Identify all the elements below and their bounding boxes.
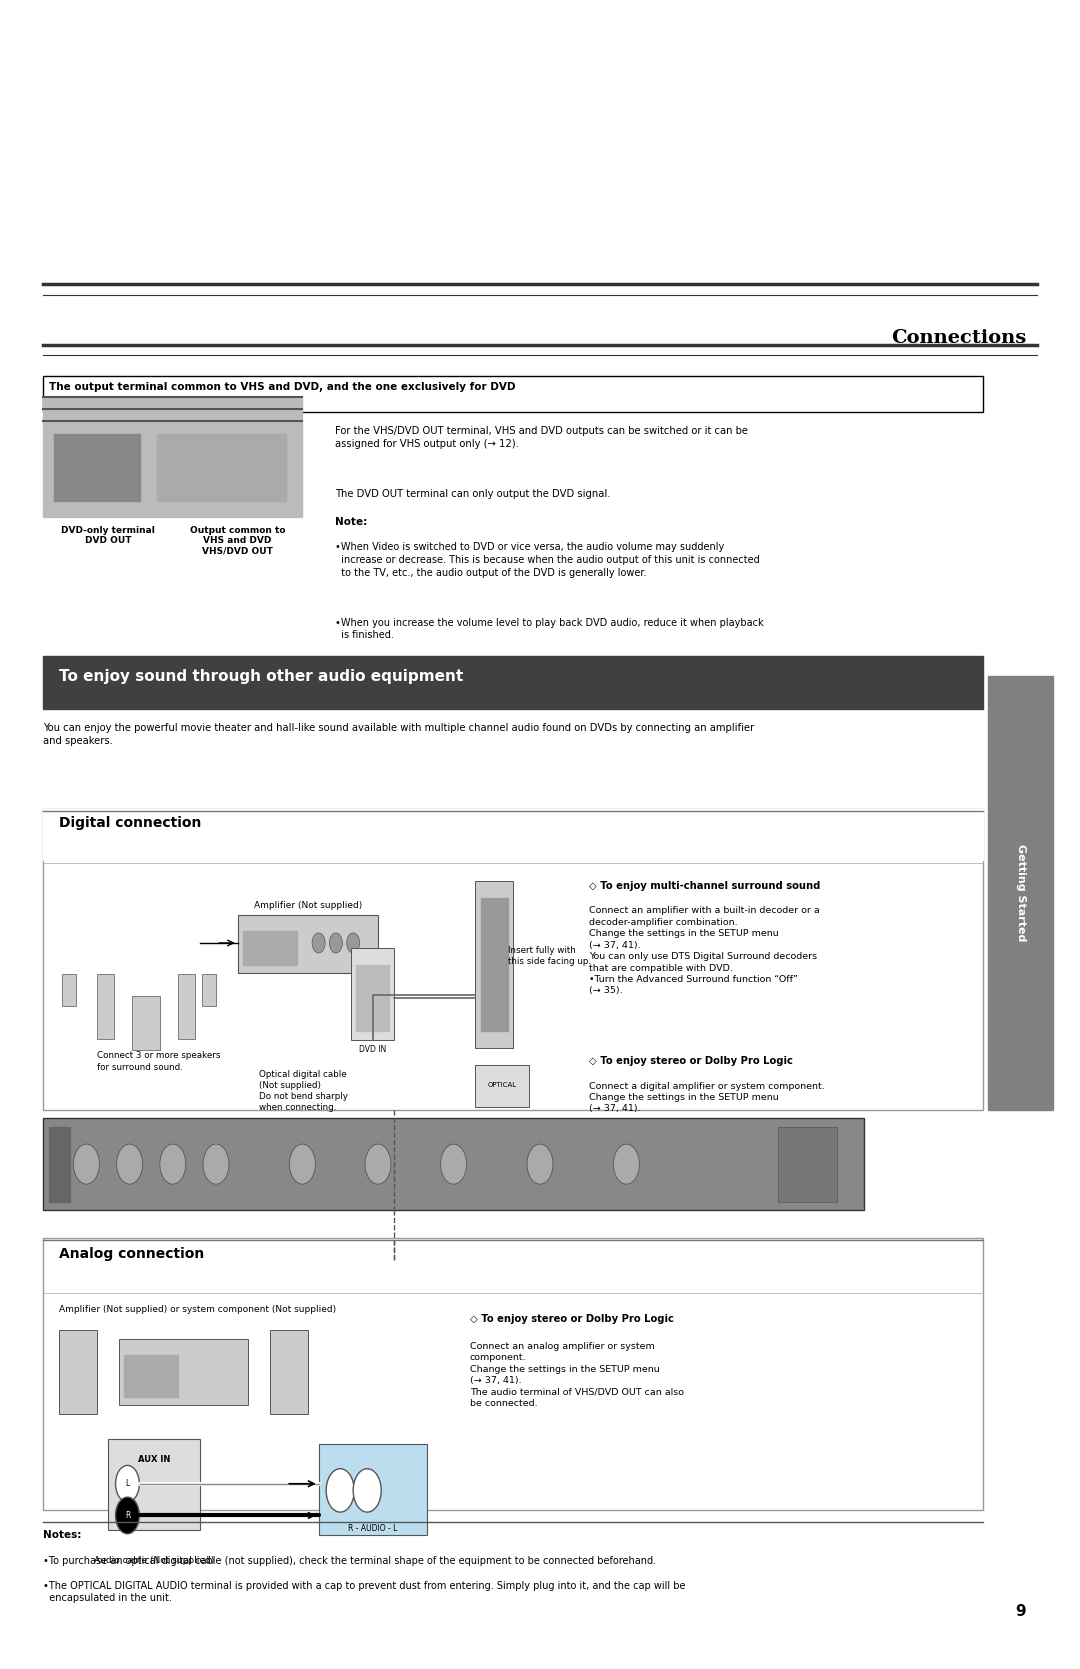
Text: Connect 3 or more speakers
for surround sound.: Connect 3 or more speakers for surround … — [97, 1051, 220, 1071]
Circle shape — [527, 1145, 553, 1185]
FancyBboxPatch shape — [43, 1238, 983, 1510]
Circle shape — [73, 1145, 99, 1185]
Bar — [124, 1355, 178, 1397]
Bar — [59, 1330, 97, 1414]
Text: Connect an analog amplifier or system
component.
Change the settings in the SETU: Connect an analog amplifier or system co… — [470, 1342, 684, 1409]
Text: Notes:: Notes: — [43, 1530, 82, 1540]
Text: OPTICAL: OPTICAL — [488, 1082, 516, 1088]
FancyBboxPatch shape — [43, 376, 983, 412]
Bar — [778, 1127, 837, 1202]
Text: Analog connection: Analog connection — [59, 1247, 204, 1260]
Text: ◇ To enjoy stereo or Dolby Pro Logic: ◇ To enjoy stereo or Dolby Pro Logic — [470, 1314, 674, 1324]
Text: •The OPTICAL DIGITAL AUDIO terminal is provided with a cap to prevent dust from : •The OPTICAL DIGITAL AUDIO terminal is p… — [43, 1581, 686, 1604]
Text: Connect an amplifier with a built-in decoder or a
decoder-amplifier combination.: Connect an amplifier with a built-in dec… — [589, 906, 820, 995]
Circle shape — [203, 1145, 229, 1185]
Circle shape — [347, 933, 360, 953]
Circle shape — [441, 1145, 467, 1185]
Bar — [43, 656, 983, 709]
Circle shape — [329, 933, 342, 953]
Bar — [43, 1118, 864, 1210]
Text: DVD IN: DVD IN — [359, 1045, 387, 1053]
Circle shape — [353, 1469, 381, 1512]
Bar — [475, 881, 513, 1048]
Text: ◇ To enjoy stereo or Dolby Pro Logic: ◇ To enjoy stereo or Dolby Pro Logic — [589, 1056, 793, 1066]
Bar — [97, 973, 113, 1038]
Text: The DVD OUT terminal can only output the DVD signal.: The DVD OUT terminal can only output the… — [335, 489, 610, 499]
Bar — [319, 1444, 427, 1535]
Text: Amplifier (Not supplied): Amplifier (Not supplied) — [254, 901, 362, 910]
Text: Output common to
VHS and DVD
VHS/DVD OUT: Output common to VHS and DVD VHS/DVD OUT — [190, 526, 285, 556]
Text: Audio cable (Not supplied): Audio cable (Not supplied) — [94, 1556, 214, 1564]
Bar — [988, 676, 1053, 1110]
Circle shape — [116, 1465, 139, 1502]
Text: 9: 9 — [1015, 1604, 1026, 1619]
Bar — [351, 948, 394, 1040]
Text: Amplifier (Not supplied) or system component (Not supplied): Amplifier (Not supplied) or system compo… — [59, 1305, 337, 1314]
Bar — [243, 931, 297, 965]
Bar — [119, 1339, 248, 1405]
Circle shape — [312, 933, 325, 953]
Bar — [178, 973, 194, 1038]
Circle shape — [116, 1497, 139, 1534]
Text: R: R — [125, 1510, 130, 1520]
Text: L: L — [125, 1479, 130, 1489]
Bar — [238, 915, 378, 973]
Bar — [43, 397, 302, 517]
Text: R - AUDIO - L: R - AUDIO - L — [348, 1524, 397, 1532]
Text: Connect a digital amplifier or system component.
Change the settings in the SETU: Connect a digital amplifier or system co… — [589, 1082, 824, 1113]
Circle shape — [289, 1145, 315, 1185]
Text: The output terminal common to VHS and DVD, and the one exclusively for DVD: The output terminal common to VHS and DV… — [49, 382, 515, 392]
Circle shape — [365, 1145, 391, 1185]
Text: Note:: Note: — [335, 517, 367, 527]
Text: •When Video is switched to DVD or vice versa, the audio volume may suddenly
  in: •When Video is switched to DVD or vice v… — [335, 542, 759, 577]
Bar — [202, 973, 216, 1006]
Bar — [157, 434, 286, 501]
Bar — [132, 995, 160, 1050]
Text: Optical digital cable
(Not supplied)
Do not bend sharply
when connecting.: Optical digital cable (Not supplied) Do … — [259, 1070, 348, 1112]
Bar — [43, 809, 983, 860]
Bar — [356, 965, 389, 1031]
Circle shape — [326, 1469, 354, 1512]
Bar — [270, 1330, 308, 1414]
Text: DVD-only terminal
DVD OUT: DVD-only terminal DVD OUT — [62, 526, 154, 546]
Text: ◇ To enjoy multi-channel surround sound: ◇ To enjoy multi-channel surround sound — [589, 881, 820, 891]
Bar — [108, 1439, 200, 1530]
Bar — [54, 434, 140, 501]
Circle shape — [613, 1145, 639, 1185]
Circle shape — [160, 1145, 186, 1185]
Text: For the VHS/DVD OUT terminal, VHS and DVD outputs can be switched or it can be
a: For the VHS/DVD OUT terminal, VHS and DV… — [335, 426, 747, 449]
Text: •To purchase an optical digital cable (not supplied), check the terminal shape o: •To purchase an optical digital cable (n… — [43, 1556, 657, 1566]
Text: Digital connection: Digital connection — [59, 816, 202, 829]
Text: To enjoy sound through other audio equipment: To enjoy sound through other audio equip… — [59, 669, 463, 684]
FancyBboxPatch shape — [43, 809, 983, 1110]
Text: You can enjoy the powerful movie theater and hall-like sound available with mult: You can enjoy the powerful movie theater… — [43, 723, 755, 746]
Text: •When you increase the volume level to play back DVD audio, reduce it when playb: •When you increase the volume level to p… — [335, 618, 764, 641]
Text: Getting Started: Getting Started — [1015, 845, 1026, 941]
Bar — [481, 898, 508, 1031]
Text: Connections: Connections — [891, 329, 1026, 347]
Circle shape — [117, 1145, 143, 1185]
Text: Insert fully with
this side facing up.: Insert fully with this side facing up. — [508, 946, 591, 966]
Bar — [62, 973, 76, 1006]
Bar — [475, 1065, 529, 1107]
Bar — [49, 1127, 70, 1202]
Text: AUX IN: AUX IN — [138, 1455, 170, 1464]
